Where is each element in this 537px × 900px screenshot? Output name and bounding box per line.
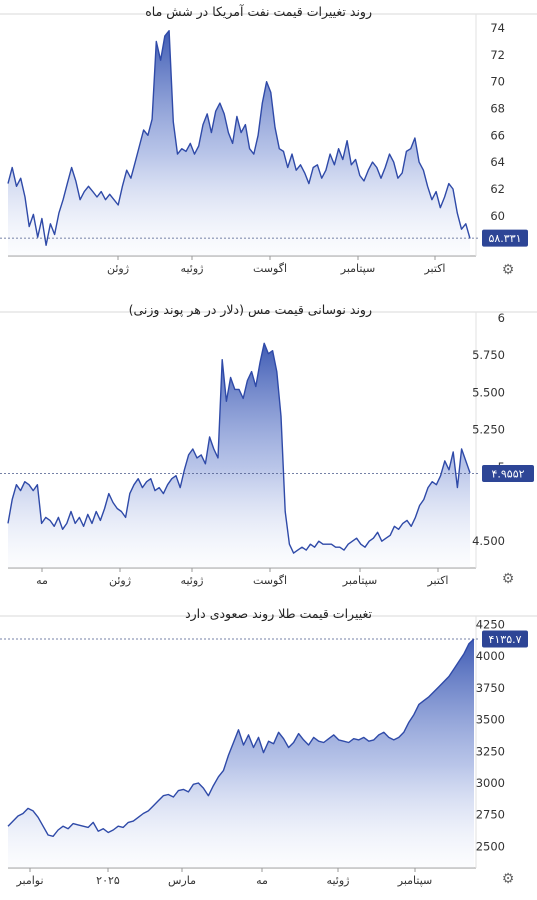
last-value-tag <box>482 630 528 648</box>
copper-chart-title: روند نوسانی قیمت مس (دلار در هر پوند وزن… <box>128 302 372 317</box>
copper-price-chart: 65.7505.5005.25054.500۴.۹۵۵۲مهژوئنژوئیها… <box>0 311 537 587</box>
y-tick-label: 3250 <box>476 744 505 758</box>
y-tick-label: 68 <box>490 102 505 116</box>
y-tick-label: 3750 <box>476 681 505 695</box>
x-tick-label: مه <box>256 874 268 887</box>
y-tick-label: 64 <box>490 155 505 169</box>
x-tick-label: اگوست <box>253 262 287 275</box>
gold-chart-panel: 4250 4000 3750 3500 3250 3000 2750 2500 ۴۱۳۵.۷ نو… <box>0 602 537 900</box>
y-tick-label: 6 <box>498 311 505 325</box>
last-value-label: ۵۸.۳۳۱ <box>488 232 521 245</box>
x-tick-label: مه <box>36 574 48 587</box>
copper-chart-panel: 65.7505.5005.25054.500۴.۹۵۵۲مهژوئنژوئیها… <box>0 298 537 590</box>
gold-chart-title: تغییرات قیمت طلا روند صعودی دارد <box>185 606 372 621</box>
x-tick-label: ژوئن <box>107 262 129 275</box>
last-value-tag <box>482 464 534 482</box>
y-tick-label: 3000 <box>476 776 505 790</box>
y-tick-label: 74 <box>490 21 505 35</box>
series-area <box>8 30 470 257</box>
x-tick-label: سپتامبر <box>342 574 378 587</box>
series-area <box>8 639 474 868</box>
y-tick-label: 72 <box>490 48 505 62</box>
y-tick-label: 5.750 <box>472 348 505 362</box>
x-tick-label: اگوست <box>253 574 287 587</box>
series-line <box>7 30 471 246</box>
y-tick-label: 2500 <box>476 839 505 853</box>
x-tick-label: ژوئن <box>109 574 131 587</box>
series-line <box>7 638 475 837</box>
last-value-tag <box>482 229 528 247</box>
x-tick-label: مارس <box>168 874 196 887</box>
x-tick-label: ژوئیه <box>327 874 350 887</box>
y-tick-label: 4250 <box>476 618 505 632</box>
last-value-label: ۴.۹۵۵۲ <box>491 467 524 480</box>
y-tick-label: 3500 <box>476 713 505 727</box>
oil-chart-panel: 74 72 70 68 66 64 62 60 ۵۸.۳۳۱ ژوئن ژوئیه اگوست سپتا… <box>0 0 537 283</box>
y-tick-label: 4000 <box>476 649 505 663</box>
gold-price-chart: 4250 4000 3750 3500 3250 3000 2750 2500 ۴۱۳۵.۷ نو… <box>0 615 537 887</box>
y-tick-label: 66 <box>490 128 505 142</box>
series-area <box>8 343 470 568</box>
x-tick-label: سپتامبر <box>340 262 376 275</box>
x-tick-label: اکتبر <box>426 574 448 587</box>
oil-price-chart: 74 72 70 68 66 64 62 60 ۵۸.۳۳۱ ژوئن ژوئیه اگوست سپتا… <box>0 13 537 275</box>
y-tick-label: 70 <box>490 75 505 89</box>
oil-chart-title: روند تغییرات قیمت نفت آمریکا در شش ماه <box>145 4 372 19</box>
copper-chart-gear-icon[interactable]: ⚙ <box>501 571 515 587</box>
x-tick-label: ۲۰۲۵ <box>96 874 120 887</box>
oil-chart-gear-icon[interactable]: ⚙ <box>501 262 515 278</box>
x-tick-label: اکتبر <box>423 262 445 275</box>
y-tick-label: 4.500 <box>472 534 505 548</box>
gold-chart-gear-icon[interactable]: ⚙ <box>501 871 515 887</box>
x-tick-label: ژوئیه <box>181 574 204 587</box>
series-line <box>7 342 471 554</box>
y-tick-label: 5.500 <box>472 385 505 399</box>
x-tick-label: ژوئیه <box>181 262 204 275</box>
x-tick-label: نوامبر <box>15 874 43 887</box>
y-tick-label: 2750 <box>476 808 505 822</box>
y-tick-label: 5.250 <box>472 423 505 437</box>
y-tick-label: 62 <box>490 182 505 196</box>
y-tick-label: 60 <box>490 209 505 223</box>
x-tick-label: سپتامبر <box>397 874 433 887</box>
last-value-label: ۴۱۳۵.۷ <box>488 633 521 646</box>
